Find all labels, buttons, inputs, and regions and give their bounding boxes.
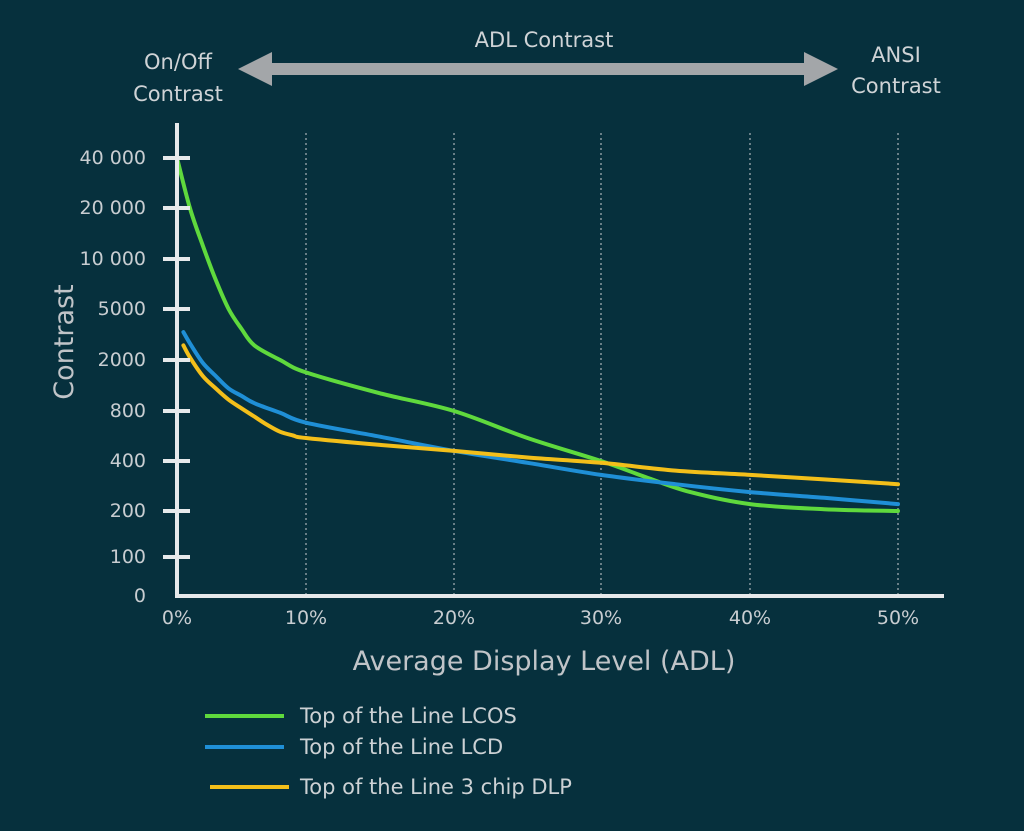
double-arrow-icon: [238, 52, 838, 86]
x-tick-label: 20%: [433, 607, 475, 629]
x-axis-title: Average Display Level (ADL): [353, 646, 736, 677]
series-layer: [175, 156, 900, 513]
header-center: ADL Contrast: [475, 28, 614, 52]
y-tick-label: 20 000: [80, 197, 146, 219]
y-tick-label: 0: [134, 585, 146, 607]
x-tick-label: 10%: [285, 607, 327, 629]
legend: Top of the Line LCOS Top of the Line LCD…: [205, 704, 572, 799]
gridlines: [305, 133, 899, 596]
y-tick-label: 40 000: [80, 147, 146, 169]
y-tick-labels: 0 100 200 400 800 2000 5000 10 000 20 00…: [80, 147, 146, 607]
legend-label-dlp: Top of the Line 3 chip DLP: [299, 775, 572, 799]
header: On/Off Contrast ADL Contrast ANSI Contra…: [133, 28, 941, 106]
y-tick-label: 2000: [98, 349, 146, 371]
header-right-line1: ANSI: [871, 43, 921, 67]
series-line-dlp: [181, 343, 900, 487]
header-left-line1: On/Off: [144, 50, 212, 74]
x-tick-labels: 0% 10% 20% 30% 40% 50%: [162, 607, 919, 629]
y-tick-label: 100: [110, 546, 146, 568]
x-tick-label: 0%: [162, 607, 192, 629]
legend-label-lcos: Top of the Line LCOS: [299, 704, 517, 728]
x-tick-label: 40%: [729, 607, 771, 629]
y-tick-marks: [163, 156, 190, 559]
axes: [175, 123, 944, 598]
y-axis-title: Contrast: [49, 284, 80, 399]
legend-label-lcd: Top of the Line LCD: [299, 735, 503, 759]
y-tick-label: 400: [110, 450, 146, 472]
x-tick-label: 50%: [877, 607, 919, 629]
y-tick-label: 800: [110, 400, 146, 422]
header-left-line2: Contrast: [133, 82, 223, 106]
series-line-lcos: [175, 156, 900, 513]
y-tick-label: 5000: [98, 298, 146, 320]
y-tick-label: 10 000: [80, 248, 146, 270]
x-tick-label: 30%: [580, 607, 622, 629]
series-line-lcd: [181, 330, 900, 507]
y-tick-label: 200: [110, 500, 146, 522]
header-right-line2: Contrast: [851, 74, 941, 98]
